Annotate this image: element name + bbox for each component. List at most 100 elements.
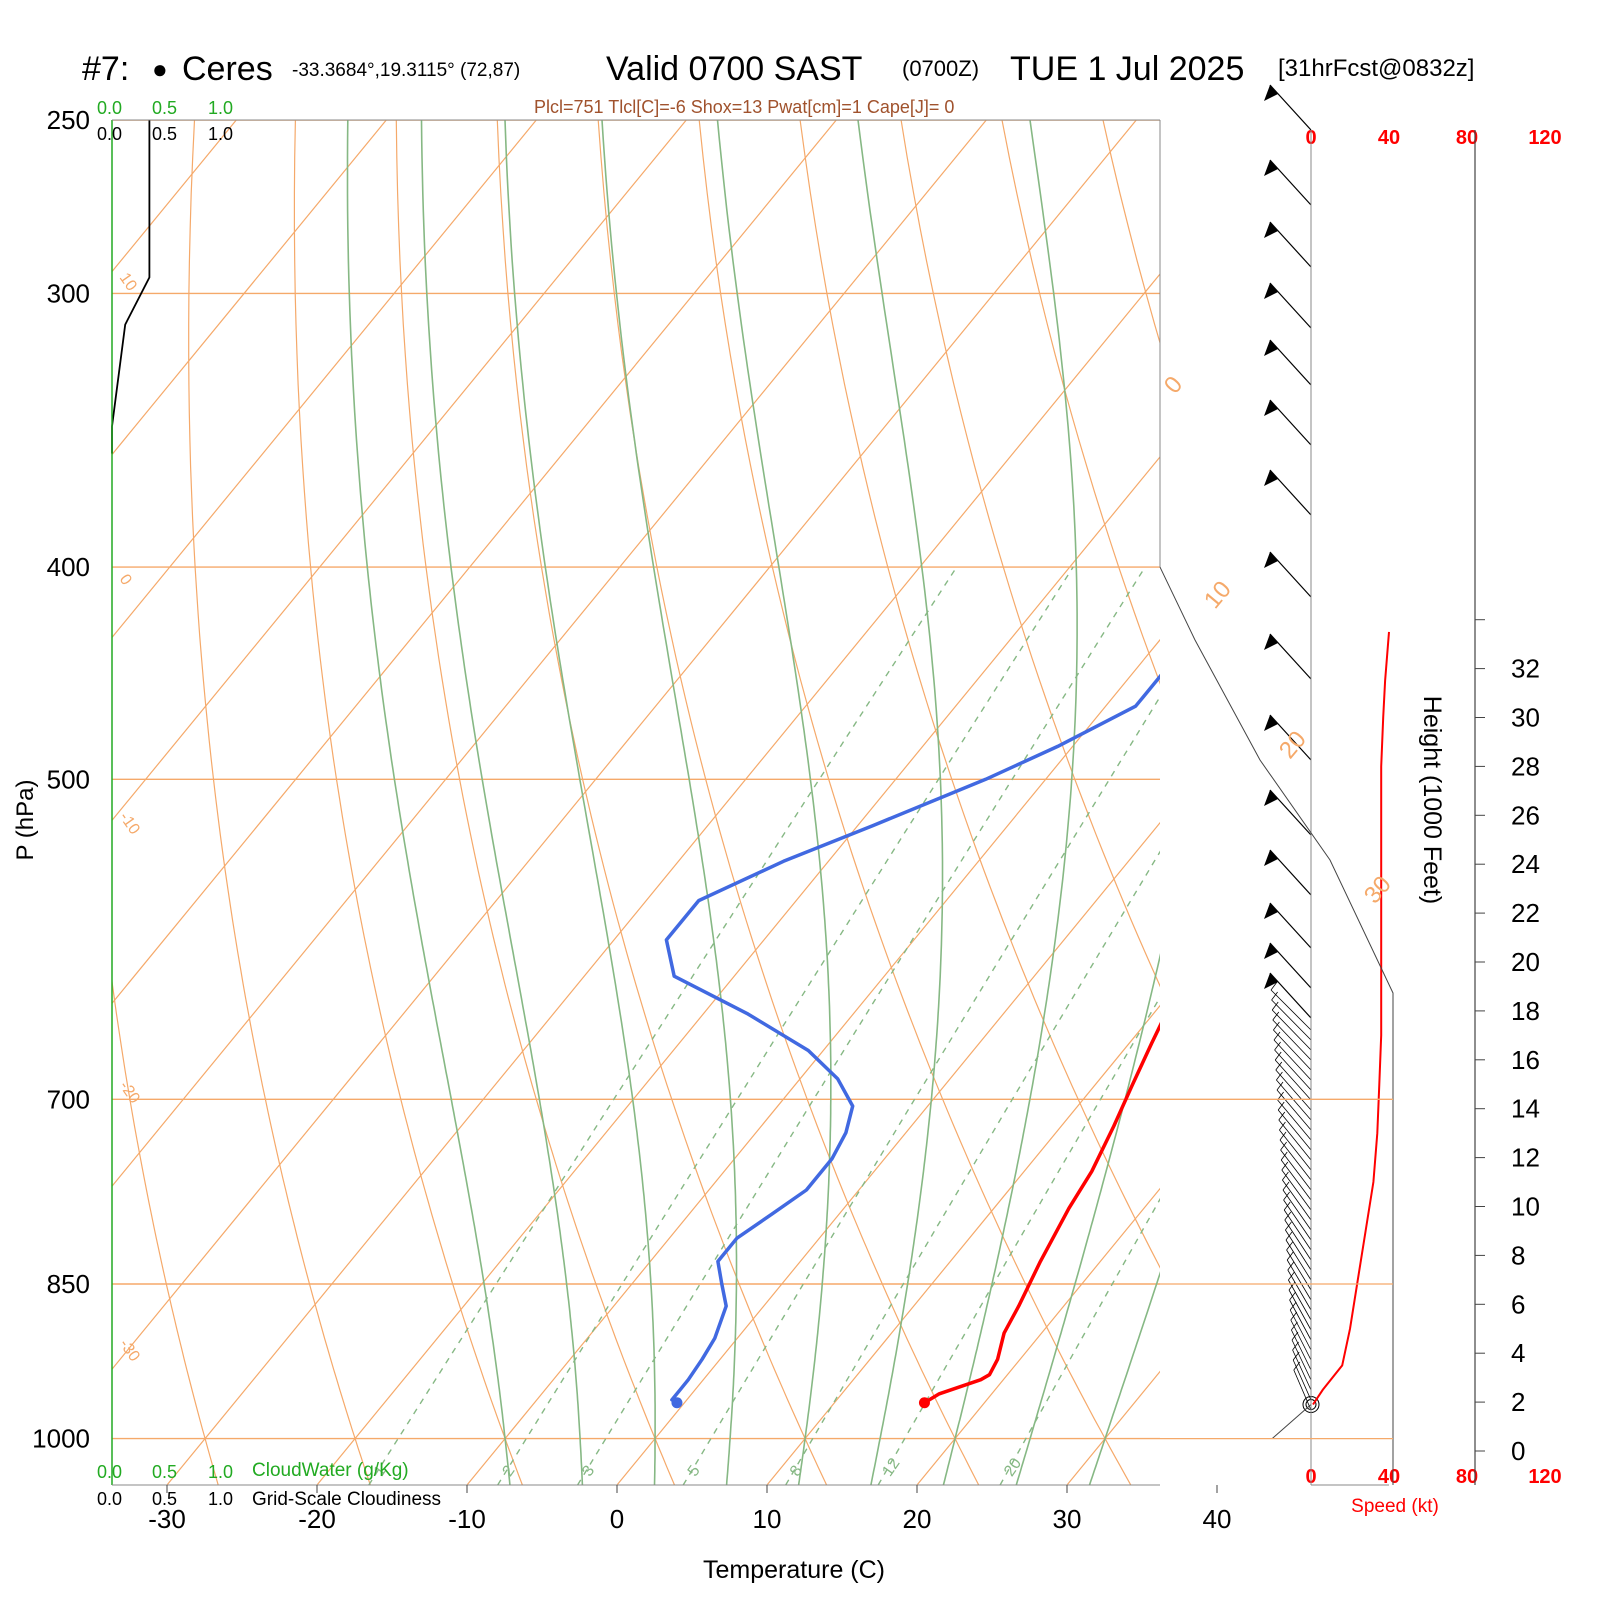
- isotherm-line: [112, 120, 837, 1005]
- dry-adiabat-label: -20: [116, 1078, 143, 1107]
- wind-barb-feather: [1271, 991, 1278, 1001]
- wind-barb-staff: [1272, 1019, 1312, 1061]
- cloud-cover-tick: 0.0: [97, 1489, 122, 1509]
- background-grid: [112, 120, 1160, 1485]
- wind-barb-staff: [1277, 1109, 1312, 1151]
- wind-barb-feather: [1280, 1141, 1287, 1151]
- height-axis-title: Height (1000 Feet): [1418, 696, 1446, 904]
- speed-tick-label: 120: [1528, 1466, 1561, 1488]
- wind-barb: [1287, 1261, 1312, 1311]
- pressure-tick-label: 850: [47, 1269, 90, 1299]
- cloud-cover-scale-bottom: 0.0 0.5 1.0 Grid-Scale Cloudiness: [97, 1489, 441, 1510]
- wind-barb-staff: [1273, 1039, 1312, 1081]
- wind-barb: [1270, 981, 1312, 1031]
- wind-barb: [1281, 1161, 1312, 1211]
- moist-adiabat-label: 30: [1359, 871, 1397, 909]
- wind-barb: [1280, 1141, 1312, 1191]
- wind-barb: [1271, 991, 1312, 1041]
- mixing-ratio-label: 2: [499, 1462, 518, 1479]
- wind-barb-staff: [1269, 221, 1312, 268]
- dry-adiabat-label: 10: [116, 270, 140, 294]
- wind-barb-flag: [1264, 973, 1278, 989]
- cloud-cover-tick: 0.5: [152, 1489, 177, 1509]
- isotherm-line: [766, 1004, 1160, 1485]
- height-tick-label: 10: [1511, 1192, 1540, 1222]
- wind-barb: [1276, 1071, 1312, 1121]
- height-tick-label: 30: [1511, 703, 1540, 733]
- wind-barb: [1279, 1131, 1312, 1181]
- cloud-water-scale-top: 0.0 0.5 1.0: [97, 98, 233, 118]
- wind-barb: [1264, 282, 1312, 329]
- cloud-water-label: CloudWater (g/Kg): [252, 1460, 409, 1481]
- temp-tick-label: -30: [148, 1504, 186, 1534]
- isotherm-line: [112, 120, 987, 1188]
- valid-date: TUE 1 Jul 2025: [1010, 50, 1244, 88]
- cloud-cover-label: Grid-Scale Cloudiness: [252, 1489, 441, 1510]
- wind-barb-feather: [1283, 1191, 1290, 1201]
- wind-barb-staff: [1269, 633, 1312, 680]
- wind-barb-flag: [1264, 340, 1278, 356]
- wind-barb-staff: [1280, 1149, 1312, 1191]
- cloud-cover-scale-top: 0.0 0.5 1.0: [97, 124, 233, 144]
- cloud-water-tick: 0.5: [152, 98, 177, 118]
- cloud-water-tick: 1.0: [208, 1462, 233, 1482]
- wind-barb: [1264, 469, 1312, 516]
- dry-adiabat-label: -30: [116, 1336, 143, 1365]
- height-tick-label: 16: [1511, 1045, 1540, 1075]
- wind-barb: [1285, 1231, 1312, 1281]
- wind-barb-staff: [1273, 1029, 1312, 1071]
- wind-barb-staff: [1274, 1059, 1312, 1101]
- dry-adiabat-line: [496, 120, 828, 1485]
- wind-barb: [1274, 1041, 1312, 1091]
- wind-barb-feather: [1271, 1001, 1279, 1011]
- wind-barb: [1271, 1001, 1312, 1051]
- height-tick-label: 20: [1511, 947, 1540, 977]
- wind-barb-flag: [1264, 160, 1278, 176]
- wind-barb-feather: [1284, 1211, 1292, 1221]
- wind-barb-staff: [1283, 1209, 1312, 1251]
- isotherm-line: [166, 273, 1160, 1485]
- cloud-cover-tick: 1.0: [208, 124, 233, 144]
- wind-barb-staff: [1276, 1079, 1312, 1121]
- wind-barb-staff: [1287, 1269, 1312, 1311]
- wind-barb-flag: [1264, 715, 1278, 731]
- wind-barb-staff: [1269, 942, 1312, 989]
- speed-profile-line: [1312, 631, 1390, 1406]
- wind-barb: [1264, 714, 1312, 761]
- isotherm-line: [112, 120, 687, 822]
- wind-barb: [1264, 972, 1312, 1019]
- wind-barb-staff: [1282, 1189, 1312, 1231]
- wind-barb-staff: [1291, 1329, 1312, 1371]
- valid-time: Valid 0700 SAST: [606, 50, 862, 88]
- wind-barb-feather: [1283, 1201, 1291, 1211]
- wind-barb: [1272, 1011, 1312, 1061]
- wind-barb-feather: [1288, 1281, 1296, 1291]
- pressure-tick-label: 1000: [32, 1424, 90, 1454]
- temp-tick-label: 20: [903, 1504, 932, 1534]
- isotherm-line: [616, 821, 1160, 1485]
- wind-barb-staff: [1288, 1289, 1312, 1331]
- wind-barb-staff: [1269, 714, 1312, 761]
- wind-barb: [1264, 84, 1312, 131]
- wind-barb-staff: [1270, 989, 1312, 1031]
- cloud-water-tick: 1.0: [208, 98, 233, 118]
- wind-barb-staff: [1277, 1099, 1312, 1141]
- wind-barb-feather: [1275, 1061, 1283, 1071]
- wind-barb: [1264, 339, 1312, 386]
- wind-barb-feather: [1280, 1151, 1288, 1161]
- wind-barb: [1282, 1181, 1312, 1231]
- moist-adiabat-line: [857, 120, 944, 1485]
- wind-barb-staff: [1269, 789, 1312, 836]
- wind-barb-feather: [1274, 1041, 1281, 1051]
- wind-barb-staff: [1274, 1049, 1312, 1091]
- wind-barb-staff: [1293, 1369, 1312, 1411]
- wind-barb-feather: [1292, 1351, 1300, 1361]
- wind-barb-feather: [1279, 1131, 1287, 1141]
- wind-barb-feather: [1287, 1261, 1295, 1271]
- wind-barb-feather: [1273, 1031, 1281, 1041]
- panel-connector-line: [1159, 566, 1394, 1485]
- wind-barb-flag: [1264, 400, 1278, 416]
- wind-barb-feather: [1270, 981, 1278, 991]
- wind-barb-feather: [1272, 1011, 1280, 1021]
- temp-tick-label: -20: [298, 1504, 336, 1534]
